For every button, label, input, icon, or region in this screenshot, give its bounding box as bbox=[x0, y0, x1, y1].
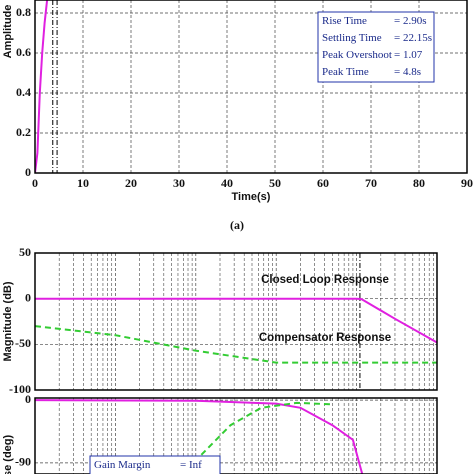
x-tick-label: 70 bbox=[365, 176, 377, 190]
y-tick-label: 0.2 bbox=[16, 125, 31, 139]
y-axis-label: Amplitude bbox=[2, 5, 14, 59]
stat-label: Settling Time bbox=[322, 32, 382, 44]
stat-label: Rise Time bbox=[322, 15, 367, 27]
plot-frame bbox=[34, 0, 468, 174]
stat-label: Peak Overshoot bbox=[322, 49, 392, 61]
y-tick-label: -50 bbox=[15, 336, 31, 350]
stats-box bbox=[317, 11, 435, 83]
x-tick-label: 80 bbox=[413, 176, 425, 190]
x-tick-label: 30 bbox=[173, 176, 185, 190]
x-tick-label: 90 bbox=[461, 176, 473, 190]
plot-frame bbox=[34, 252, 438, 391]
x-tick-label: 20 bbox=[125, 176, 137, 190]
x-tick-label: 40 bbox=[221, 176, 233, 190]
y-tick-label: -90 bbox=[15, 455, 31, 469]
y-tick-label: -100 bbox=[9, 382, 31, 396]
y-tick-label: 0 bbox=[25, 392, 31, 406]
stat-value: = 2.90s bbox=[394, 15, 426, 27]
y-tick-label: 0.4 bbox=[16, 85, 31, 99]
y-axis-label: Phase (deg) bbox=[2, 434, 14, 474]
x-tick-label: 10 bbox=[77, 176, 89, 190]
annotation: Closed Loop Response bbox=[261, 274, 389, 286]
series-line bbox=[35, 0, 49, 173]
y-tick-label: 0 bbox=[25, 165, 31, 179]
x-tick-label: 0 bbox=[32, 176, 38, 190]
plot bbox=[35, 253, 437, 390]
y-tick-label: 50 bbox=[19, 245, 31, 259]
stat-value: = 1.07 bbox=[394, 49, 423, 61]
series-line bbox=[35, 399, 364, 474]
series-line bbox=[35, 297, 437, 344]
stat-value: = 4.8s bbox=[394, 66, 421, 78]
y-tick-label: 0 bbox=[25, 290, 31, 304]
stats-box bbox=[89, 455, 221, 474]
stat-value: = 22.15s bbox=[394, 32, 432, 44]
plot-frame bbox=[34, 397, 438, 474]
plot bbox=[35, 398, 437, 474]
caption: (a) bbox=[230, 218, 244, 232]
x-axis-label: Time(s) bbox=[232, 191, 271, 203]
annotation: Compensator Response bbox=[259, 332, 391, 344]
y-axis-label: Magnitude (dB) bbox=[2, 281, 14, 361]
stat-value: = Inf bbox=[180, 459, 202, 471]
x-tick-label: 50 bbox=[269, 176, 281, 190]
stat-label: Gain Margin bbox=[94, 459, 151, 471]
series-line bbox=[35, 325, 437, 364]
y-tick-label: 0.6 bbox=[16, 45, 31, 59]
stat-label: Peak Time bbox=[322, 66, 369, 78]
x-tick-label: 60 bbox=[317, 176, 329, 190]
y-tick-label: 0.8 bbox=[16, 5, 31, 19]
